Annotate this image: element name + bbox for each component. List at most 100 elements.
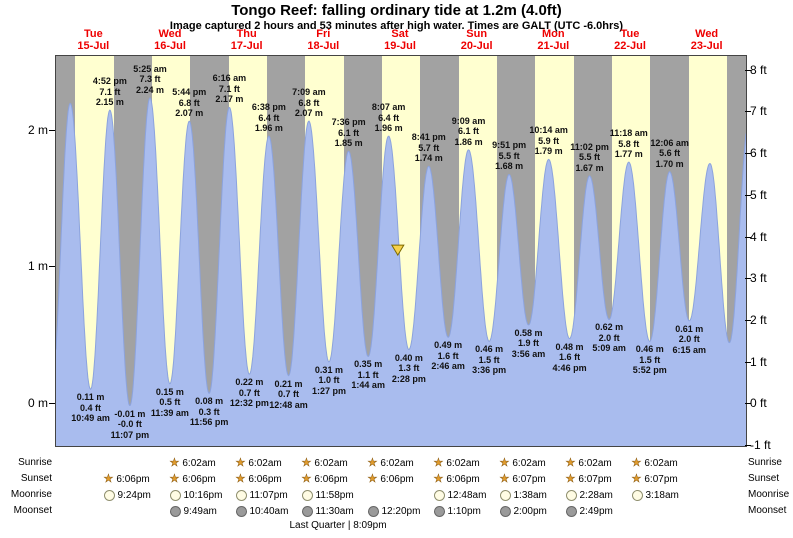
day-label-line: 18-Jul bbox=[307, 40, 340, 52]
day-label-15-Jul: Tue 15-Jul bbox=[77, 28, 109, 52]
day-label-line: Wed bbox=[695, 28, 719, 40]
moonrise-time: 2:28am bbox=[579, 489, 613, 501]
annotation-line: 11:56 pm bbox=[189, 417, 229, 428]
annotation-line: 8:41 pm bbox=[411, 132, 446, 143]
sunset-star-icon: ★ bbox=[433, 472, 444, 485]
high-tide-annotation: 8:07 am 6.4 ft 1.96 m bbox=[372, 102, 406, 134]
day-label-line: 22-Jul bbox=[614, 40, 646, 52]
annotation-line: 1.68 m bbox=[495, 161, 524, 172]
low-tide-annotation: 0.35 m 1.1 ft 1:44 am bbox=[351, 359, 385, 391]
low-tide-annotation: 0.11 m 0.4 ft 10:49 am bbox=[71, 392, 110, 424]
sunset-item: ★ 6:06pm bbox=[433, 472, 492, 485]
day-label-line: 17-Jul bbox=[230, 40, 263, 52]
annotation-line: 11:02 pm bbox=[570, 141, 609, 152]
annotation-line: 7:09 am bbox=[292, 87, 326, 98]
annotation-line: 0.58 m bbox=[514, 327, 543, 338]
annotation-line: 9:51 pm bbox=[492, 140, 527, 151]
annotation-line: 0.49 m bbox=[434, 340, 463, 351]
right-axis-tick bbox=[745, 111, 751, 113]
sunset-time: 6:06pm bbox=[116, 473, 150, 485]
annotation-line: 1.96 m bbox=[374, 123, 403, 134]
page-title: Tongo Reef: falling ordinary tide at 1.2… bbox=[231, 2, 562, 19]
sunset-time: 6:07pm bbox=[578, 473, 612, 485]
low-tide-annotation: 0.40 m 1.3 ft 2:28 pm bbox=[392, 353, 426, 385]
sunrise-item: ★ 6:02am bbox=[631, 456, 690, 469]
right-axis-tick bbox=[745, 319, 751, 321]
sunset-item: ★ 6:06pm bbox=[235, 473, 294, 485]
annotation-line: 8:07 am bbox=[371, 102, 406, 113]
row-label-sunrise-right: Sunrise bbox=[748, 457, 782, 468]
right-axis-label: 5 ft bbox=[750, 187, 767, 202]
annotation-line: 1.67 m bbox=[575, 162, 604, 173]
right-axis-tick bbox=[745, 403, 751, 405]
annotation-line: 11:39 am bbox=[150, 407, 189, 418]
annotation-line: 2.0 ft bbox=[678, 334, 700, 345]
moonset-icon bbox=[301, 505, 313, 517]
annotation-line: 1.6 ft bbox=[437, 350, 459, 361]
annotation-line: -0.0 ft bbox=[117, 419, 142, 430]
low-tide-annotation: 0.22 m 0.7 ft 12:32 pm bbox=[230, 377, 269, 409]
annotation-line: 5.7 ft bbox=[418, 142, 440, 153]
day-label-22-Jul: Tue 22-Jul bbox=[614, 28, 646, 52]
sunrise-time: 6:02am bbox=[512, 457, 546, 469]
annotation-line: 0.4 ft bbox=[80, 402, 102, 413]
day-label-line: 16-Jul bbox=[154, 40, 186, 52]
annotation-line: 12:06 am bbox=[650, 137, 689, 148]
moonset-icon bbox=[565, 505, 577, 517]
day-label-line: 15-Jul bbox=[77, 40, 110, 52]
row-label-moonrise-right: Moonrise bbox=[748, 489, 790, 500]
day-label-line: Sat bbox=[391, 28, 409, 40]
moon-phase-text: Last Quarter | 8:09pm bbox=[289, 520, 387, 531]
annotation-line: 10:14 am bbox=[529, 125, 568, 136]
moonrise-item: 12:48am bbox=[433, 489, 492, 501]
astro-row-moonset: 9:49am 10:40am 11:30am 12:20pm 1:10pm 2:00pm 2… bbox=[0, 503, 793, 519]
moonrise-icon bbox=[631, 489, 643, 501]
day-label-16-Jul: Wed 16-Jul bbox=[154, 28, 186, 52]
day-label-line: Tue bbox=[83, 28, 103, 40]
annotation-line: 6:38 pm bbox=[251, 102, 286, 113]
current-level-marker bbox=[390, 244, 405, 257]
moonrise-item: 10:16pm bbox=[169, 489, 228, 501]
moonset-time: 12:20pm bbox=[381, 505, 421, 517]
annotation-line: 1.79 m bbox=[534, 146, 563, 157]
low-tide-annotation: 0.21 m 0.7 ft 12:48 am bbox=[269, 379, 308, 411]
annotation-line: 1.86 m bbox=[454, 136, 483, 147]
left-axis-tick bbox=[49, 403, 55, 405]
day-label-line: 20-Jul bbox=[460, 40, 493, 52]
annotation-line: 1.5 ft bbox=[478, 354, 500, 365]
right-axis-tick bbox=[745, 361, 751, 363]
left-axis-label: 0 m bbox=[27, 396, 48, 411]
annotation-line: 1.85 m bbox=[334, 138, 363, 149]
high-tide-annotation: 6:38 pm 6.4 ft 1.96 m bbox=[252, 102, 286, 134]
day-label-line: Tue bbox=[620, 28, 640, 40]
right-axis-tick bbox=[745, 278, 751, 280]
left-axis-tick bbox=[49, 129, 55, 131]
day-label-line: 23-Jul bbox=[690, 40, 723, 52]
sunrise-item: ★ 6:02am bbox=[367, 457, 426, 469]
moonrise-item: 11:58pm bbox=[301, 489, 360, 501]
annotation-line: 2:28 pm bbox=[391, 373, 426, 384]
moonrise-icon bbox=[301, 489, 313, 501]
annotation-line: 1.3 ft bbox=[398, 363, 420, 374]
annotation-line: 0.21 m bbox=[274, 378, 303, 389]
right-axis-tick bbox=[745, 153, 751, 155]
annotation-line: 0.15 m bbox=[155, 386, 184, 397]
annotation-line: 5:09 am bbox=[592, 343, 626, 354]
annotation-line: 1.77 m bbox=[614, 149, 643, 160]
day-label-line: 21-Jul bbox=[537, 40, 570, 52]
moonrise-time: 12:48am bbox=[447, 489, 487, 501]
tide-area bbox=[56, 97, 746, 446]
low-tide-annotation: 0.31 m 1.0 ft 1:27 pm bbox=[312, 365, 346, 397]
sunrise-time: 6:02am bbox=[248, 457, 282, 469]
annotation-line: 6.1 ft bbox=[458, 126, 480, 137]
sunset-star-icon: ★ bbox=[565, 472, 576, 485]
sunrise-item: ★ 6:02am bbox=[235, 457, 294, 469]
sunrise-star-icon: ★ bbox=[631, 456, 642, 469]
moonset-time: 2:49pm bbox=[579, 505, 613, 517]
annotation-line: 0.61 m bbox=[675, 323, 704, 334]
moonrise-item: 11:07pm bbox=[235, 489, 294, 501]
annotation-line: 2.24 m bbox=[135, 84, 164, 95]
sunrise-time: 6:02am bbox=[446, 457, 480, 469]
sunrise-time: 6:02am bbox=[644, 457, 678, 469]
